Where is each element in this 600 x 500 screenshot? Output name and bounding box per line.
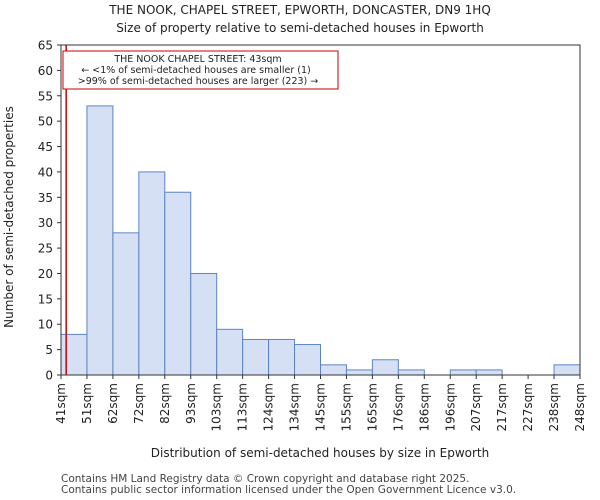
footer-licence: Contains public sector information licen… xyxy=(61,484,517,496)
x-axis-ticks: 41sqm 51sqm 62sqm 72sqm 82sqm 93sqm 103sqm 113s… xyxy=(54,375,587,431)
bar-145sqm xyxy=(320,364,347,376)
x-tick-label: 41sqm xyxy=(54,383,68,424)
x-tick-label: 93sqm xyxy=(184,383,198,424)
y-tick-label: 35 xyxy=(38,191,53,205)
x-tick-label: 165sqm xyxy=(365,383,379,431)
chart-subtitle: Size of property relative to semi-detach… xyxy=(116,21,484,35)
x-tick-label: 51sqm xyxy=(80,383,94,424)
bar-238sqm xyxy=(553,364,581,376)
bars xyxy=(60,105,581,376)
bar-51sqm xyxy=(86,105,114,376)
y-tick-label: 25 xyxy=(38,242,53,256)
y-tick-label: 60 xyxy=(38,64,53,78)
y-tick-label: 40 xyxy=(38,165,53,179)
x-tick-label: 113sqm xyxy=(236,383,250,431)
y-axis-ticks: 0 5 10 15 20 25 30 35 40 45 50 55 60 65 xyxy=(38,39,61,383)
annotation-line-3: >99% of semi-detached houses are larger … xyxy=(78,76,319,87)
x-tick-label: 238sqm xyxy=(547,383,561,431)
bar-124sqm xyxy=(268,338,296,376)
bar-176sqm xyxy=(397,369,425,376)
bar-72sqm xyxy=(138,171,166,376)
x-tick-label: 176sqm xyxy=(391,383,405,431)
y-tick-label: 30 xyxy=(38,216,53,230)
x-tick-label: 207sqm xyxy=(469,383,483,431)
x-tick-label: 155sqm xyxy=(339,383,353,431)
x-tick-label: 248sqm xyxy=(573,383,587,431)
x-axis-label: Distribution of semi-detached houses by … xyxy=(151,446,490,460)
y-tick-label: 45 xyxy=(38,140,53,154)
bar-196sqm xyxy=(449,369,477,376)
annotation-box: THE NOOK CHAPEL STREET: 43sqm ← <1% of s… xyxy=(62,50,339,90)
x-tick-label: 227sqm xyxy=(521,383,535,431)
y-tick-label: 10 xyxy=(38,318,53,332)
x-tick-label: 145sqm xyxy=(314,383,328,431)
y-tick-label: 15 xyxy=(38,292,53,306)
y-tick-label: 50 xyxy=(38,115,53,129)
chart-title: THE NOOK, CHAPEL STREET, EPWORTH, DONCAS… xyxy=(108,3,491,17)
x-tick-label: 82sqm xyxy=(158,383,172,424)
x-tick-label: 124sqm xyxy=(262,383,276,431)
x-tick-label: 186sqm xyxy=(417,383,431,431)
bar-165sqm xyxy=(371,359,399,376)
y-tick-label: 55 xyxy=(38,89,53,103)
y-axis-label: Number of semi-detached properties xyxy=(2,106,16,328)
y-tick-label: 20 xyxy=(38,267,53,281)
plot-area-frame xyxy=(60,44,581,376)
annotation-line-1: THE NOOK CHAPEL STREET: 43sqm xyxy=(113,54,281,65)
bar-113sqm xyxy=(242,338,270,376)
annotation-line-2: ← <1% of semi-detached houses are smalle… xyxy=(81,65,310,76)
footer-copyright: Contains HM Land Registry data © Crown c… xyxy=(61,473,470,485)
x-tick-label: 217sqm xyxy=(495,383,509,431)
bar-82sqm xyxy=(164,191,192,376)
y-tick-label: 5 xyxy=(45,343,53,357)
y-tick-label: 65 xyxy=(38,39,53,53)
x-tick-label: 134sqm xyxy=(288,383,302,431)
bar-134sqm xyxy=(294,344,321,376)
x-tick-label: 62sqm xyxy=(106,383,120,424)
bar-207sqm xyxy=(475,369,503,376)
bar-155sqm xyxy=(345,369,373,376)
x-tick-label: 103sqm xyxy=(210,383,224,431)
bar-41sqm xyxy=(60,333,88,376)
x-tick-label: 196sqm xyxy=(443,383,457,431)
bar-62sqm xyxy=(112,232,140,376)
bar-103sqm xyxy=(216,328,244,376)
bar-93sqm xyxy=(190,272,218,376)
x-tick-label: 72sqm xyxy=(132,383,146,424)
y-tick-label: 0 xyxy=(45,369,53,383)
